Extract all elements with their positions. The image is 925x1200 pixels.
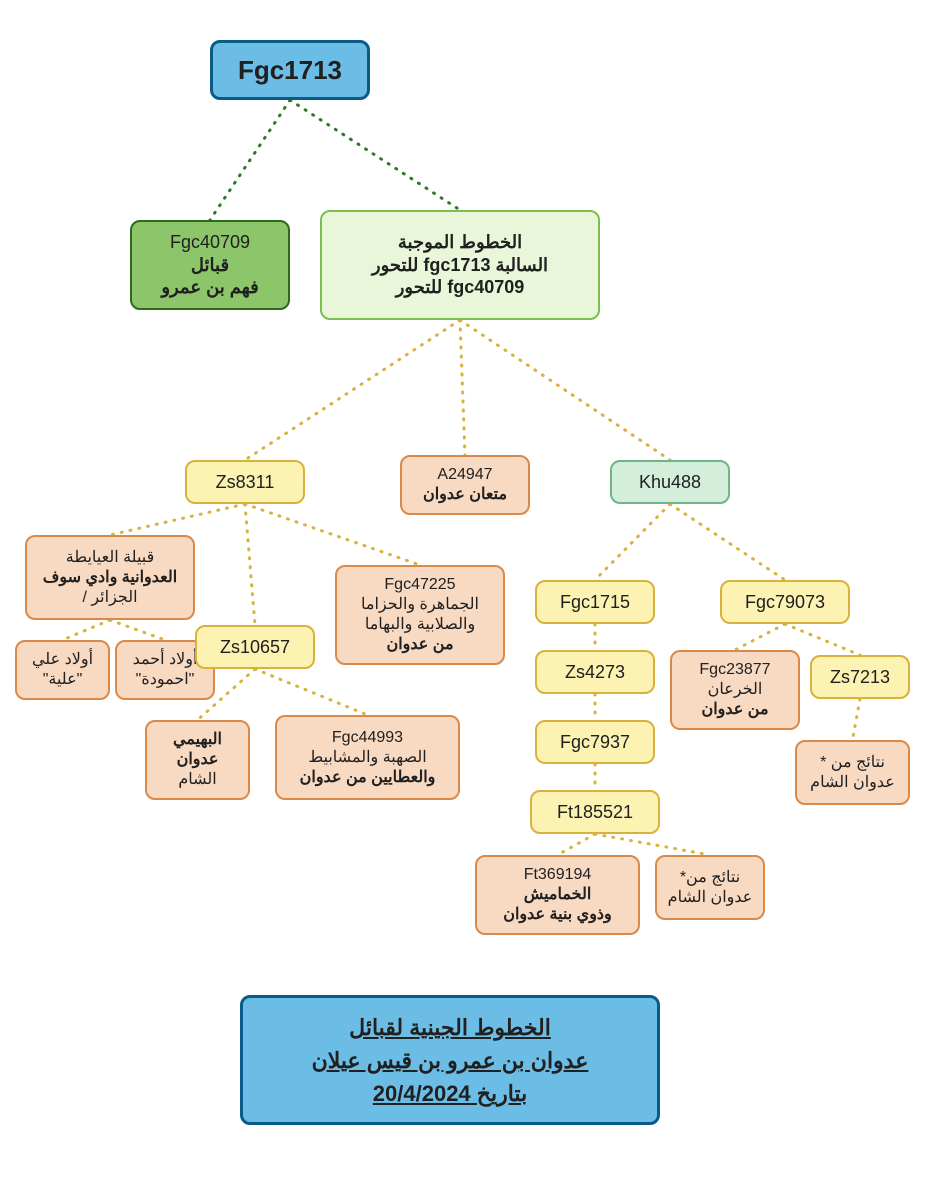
edge-ayayta-awlad_ahmed xyxy=(110,620,165,640)
node-lines_pos-line-1: للتحور fgc1713 السالبة xyxy=(372,254,548,277)
edge-lines_pos-a24947 xyxy=(460,320,465,455)
node-buhaimi-line-2: الشام xyxy=(178,770,216,790)
node-ft185521: Ft185521 xyxy=(530,790,660,834)
node-zs8311-line-0: Zs8311 xyxy=(216,471,275,494)
node-ayayta-line-2: / الجزائر xyxy=(82,588,137,608)
node-ayayta-line-1: العدوانية وادي سوف xyxy=(43,568,177,588)
node-fgc47225-line-3: من عدوان xyxy=(386,635,453,655)
node-awlad_ali-line-1: "علية" xyxy=(43,670,83,690)
node-zs7213-line-0: Zs7213 xyxy=(830,666,890,689)
node-sham1: *نتائج منعدوان الشام xyxy=(655,855,765,920)
node-fgc23877-line-2: من عدوان xyxy=(701,700,768,720)
edge-zs8311-zs10657 xyxy=(245,504,255,625)
node-fgc23877-line-0: Fgc23877 xyxy=(699,660,770,680)
node-zs10657: Zs10657 xyxy=(195,625,315,669)
node-ft369194-line-2: وذوي بنية عدوان xyxy=(503,905,612,925)
edge-ft185521-sham1 xyxy=(595,834,710,855)
node-ft369194: Ft369194الخماميشوذوي بنية عدوان xyxy=(475,855,640,935)
node-a24947-line-1: متعان عدوان xyxy=(423,485,507,505)
node-sham2-line-1: عدوان الشام xyxy=(810,773,895,793)
edge-root-fgc40709 xyxy=(210,100,290,220)
node-awlad_ahmed-line-0: أولاد أحمد xyxy=(133,650,198,670)
node-buhaimi-line-0: البهيمي xyxy=(173,730,222,750)
node-awlad_ali-line-0: أولاد علي xyxy=(32,650,93,670)
edge-khu488-fgc79073 xyxy=(670,504,785,580)
edge-lines_pos-zs8311 xyxy=(245,320,460,460)
node-fgc44993-line-0: Fgc44993 xyxy=(332,728,403,748)
node-fgc47225-line-0: Fgc47225 xyxy=(384,575,455,595)
node-lines_pos-line-2: للتحور fgc40709 xyxy=(396,276,525,299)
node-fgc47225-line-2: والصلابية والبهاما xyxy=(365,615,475,635)
node-fgc44993-line-2: والعطايين من عدوان xyxy=(300,768,436,788)
edge-ft185521-ft369194 xyxy=(558,834,596,855)
node-lines_pos-line-0: الخطوط الموجبة xyxy=(398,231,522,254)
node-ft369194-line-0: Ft369194 xyxy=(524,865,592,885)
node-ayayta-line-0: قبيلة العيايطة xyxy=(66,548,155,568)
node-fgc23877-line-1: الخرعان xyxy=(708,680,763,700)
node-sham2: * نتائج منعدوان الشام xyxy=(795,740,910,805)
node-fgc40709-line-2: فهم بن عمرو xyxy=(161,276,258,299)
node-fgc7937-line-0: Fgc7937 xyxy=(560,731,630,754)
node-fgc40709-line-0: Fgc40709 xyxy=(170,231,250,254)
node-zs7213: Zs7213 xyxy=(810,655,910,699)
node-sham2-line-0: * نتائج من xyxy=(820,753,885,773)
node-khu488-line-0: Khu488 xyxy=(639,471,701,494)
node-khu488: Khu488 xyxy=(610,460,730,504)
title-line-1: عدوان بن عمرو بن قيس عيلان xyxy=(312,1044,589,1077)
edge-zs8311-ayayta xyxy=(110,504,245,535)
edge-ayayta-awlad_ali xyxy=(63,620,111,640)
node-zs4273-line-0: Zs4273 xyxy=(565,661,625,684)
edge-root-lines_pos xyxy=(290,100,460,210)
node-fgc79073: Fgc79073 xyxy=(720,580,850,624)
node-fgc1715-line-0: Fgc1715 xyxy=(560,591,630,614)
node-lines_pos: الخطوط الموجبةللتحور fgc1713 السالبةللتح… xyxy=(320,210,600,320)
node-fgc40709: Fgc40709قبائلفهم بن عمرو xyxy=(130,220,290,310)
edge-fgc79073-fgc23877 xyxy=(735,624,785,650)
title-line-0: الخطوط الجينية لقبائل xyxy=(349,1011,551,1044)
node-ft369194-line-1: الخماميش xyxy=(524,885,592,905)
title-box: الخطوط الجينية لقبائلعدوان بن عمرو بن قي… xyxy=(240,995,660,1125)
node-fgc23877: Fgc23877الخرعانمن عدوان xyxy=(670,650,800,730)
node-fgc40709-line-1: قبائل xyxy=(191,254,229,277)
edge-khu488-fgc1715 xyxy=(595,504,670,580)
title-line-2: بتاريخ 20/4/2024 xyxy=(373,1077,527,1110)
node-sham1-line-0: *نتائج من xyxy=(680,868,740,888)
node-fgc47225: Fgc47225الجماهرة والحزاماوالصلابية والبه… xyxy=(335,565,505,665)
node-root-line-0: Fgc1713 xyxy=(238,54,342,87)
node-ayayta: قبيلة العيايطةالعدوانية وادي سوف/ الجزائ… xyxy=(25,535,195,620)
node-awlad_ali: أولاد علي"علية" xyxy=(15,640,110,700)
node-fgc79073-line-0: Fgc79073 xyxy=(745,591,825,614)
node-zs4273: Zs4273 xyxy=(535,650,655,694)
edge-lines_pos-khu488 xyxy=(460,320,670,460)
node-a24947-line-0: A24947 xyxy=(437,465,492,485)
edge-fgc79073-zs7213 xyxy=(785,624,860,655)
node-buhaimi-line-1: عدوان xyxy=(177,750,219,770)
edge-zs10657-fgc44993 xyxy=(255,669,368,715)
edge-zs7213-sham2 xyxy=(853,699,861,740)
node-fgc1715: Fgc1715 xyxy=(535,580,655,624)
node-fgc44993: Fgc44993الصهبة والمشابيطوالعطايين من عدو… xyxy=(275,715,460,800)
node-ft185521-line-0: Ft185521 xyxy=(557,801,633,824)
node-buhaimi: البهيميعدوانالشام xyxy=(145,720,250,800)
node-a24947: A24947متعان عدوان xyxy=(400,455,530,515)
edge-zs8311-fgc47225 xyxy=(245,504,420,565)
node-sham1-line-1: عدوان الشام xyxy=(668,888,753,908)
node-root: Fgc1713 xyxy=(210,40,370,100)
node-awlad_ahmed-line-1: "احمودة" xyxy=(136,670,195,690)
node-zs8311: Zs8311 xyxy=(185,460,305,504)
node-fgc47225-line-1: الجماهرة والحزاما xyxy=(361,595,479,615)
node-zs10657-line-0: Zs10657 xyxy=(220,636,290,659)
node-fgc7937: Fgc7937 xyxy=(535,720,655,764)
node-fgc44993-line-1: الصهبة والمشابيط xyxy=(308,748,426,768)
